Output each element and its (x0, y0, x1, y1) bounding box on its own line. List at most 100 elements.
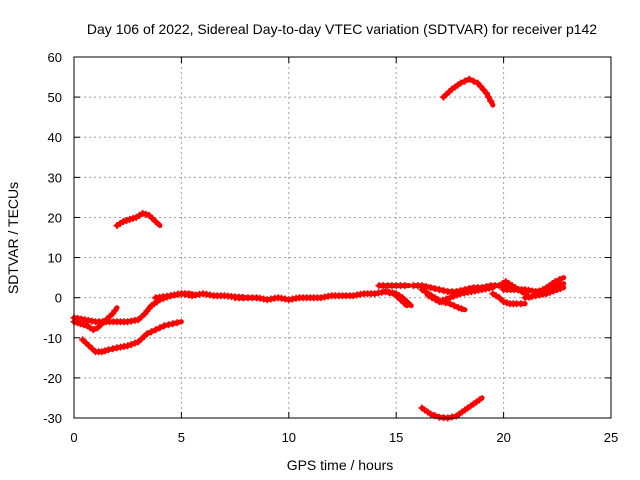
data-point-marker (173, 319, 181, 327)
y-tick-label: -10 (43, 331, 62, 346)
y-tick-label: 60 (48, 50, 62, 65)
data-point-marker (485, 284, 493, 292)
data-point-marker (400, 299, 408, 307)
y-tick-label: -30 (43, 411, 62, 426)
data-point-marker (550, 287, 558, 295)
series-arc-18 (440, 75, 496, 108)
data-point-marker (427, 284, 435, 292)
series-arc-3 (79, 319, 184, 356)
data-point-marker (448, 413, 456, 421)
series-layer (70, 75, 567, 422)
x-axis-label: GPS time / hours (287, 457, 394, 473)
data-point-marker (143, 330, 151, 338)
data-point-marker (495, 294, 503, 302)
data-point-marker (440, 287, 447, 295)
data-point-marker (382, 288, 389, 296)
data-point-marker (482, 89, 490, 97)
data-point-marker (435, 298, 443, 306)
x-tick-label: 0 (70, 430, 77, 445)
grid-layer (74, 57, 611, 418)
data-point-marker (126, 215, 134, 223)
y-tick-label: 50 (48, 90, 62, 105)
data-point-marker (152, 326, 160, 334)
data-point-marker (427, 410, 435, 418)
series-arc-17 (532, 275, 567, 298)
data-point-marker (446, 300, 454, 308)
series-arc-16 (521, 285, 567, 302)
data-point-marker (131, 339, 139, 347)
data-point-marker (432, 296, 440, 304)
data-point-marker (457, 79, 465, 87)
data-point-marker (169, 320, 177, 328)
data-point-marker (127, 341, 135, 348)
plot-frame (73, 56, 612, 419)
data-point-marker (487, 97, 495, 105)
x-tick-label: 25 (604, 430, 618, 445)
data-point-marker (139, 209, 147, 217)
data-point-marker (439, 296, 447, 304)
data-point-marker (455, 304, 462, 312)
data-point-marker (485, 93, 493, 101)
y-tick-label: 40 (48, 130, 62, 145)
y-axis-label: SDTVAR / TECUs (5, 182, 21, 294)
data-point-marker (442, 295, 450, 303)
y-tick-label: 10 (48, 251, 62, 266)
data-point-marker (431, 285, 439, 293)
data-point-marker (109, 345, 117, 353)
data-point-marker (535, 288, 543, 296)
data-point-marker (453, 291, 461, 299)
data-point-marker (104, 346, 112, 354)
data-point-marker (543, 290, 551, 298)
data-point-marker (422, 283, 430, 291)
y-tick-label: 0 (55, 291, 62, 306)
chart-title: Day 106 of 2022, Sidereal Day-to-day VTE… (87, 21, 597, 37)
x-tick-label: 15 (389, 430, 403, 445)
data-point-marker (119, 218, 127, 225)
data-point-marker (557, 285, 564, 293)
data-point-marker (401, 282, 409, 290)
series-arc-4 (113, 209, 163, 229)
data-point-marker (148, 214, 156, 222)
y-tick-label: 30 (48, 170, 62, 185)
data-point-marker (165, 321, 172, 329)
data-point-marker (156, 324, 164, 332)
data-point-marker (539, 286, 547, 294)
series-arc-9 (382, 288, 410, 309)
data-point-marker (152, 218, 160, 225)
data-point-marker (475, 396, 483, 404)
data-point-marker (142, 210, 150, 218)
series-arc-5 (152, 290, 249, 302)
x-tick-label: 10 (282, 430, 296, 445)
data-point-marker (386, 289, 394, 297)
data-point-marker (553, 286, 561, 294)
data-point-marker (546, 288, 554, 296)
data-point-marker (123, 217, 131, 224)
data-point-marker (517, 300, 525, 308)
data-point-marker (94, 324, 102, 332)
data-point-marker (465, 75, 473, 83)
data-point-marker (160, 322, 168, 330)
data-point-marker (450, 292, 457, 300)
tick-layer: 0 5 10 15 20 25 -30 -20 -10 0 10 20 30 40 50 60 (43, 50, 618, 445)
x-tick-label: 5 (178, 430, 185, 445)
data-point-marker (124, 342, 132, 350)
data-point-marker (503, 299, 511, 307)
series-arc-6 (231, 292, 345, 304)
data-point-marker (470, 77, 477, 85)
y-tick-label: -20 (43, 371, 62, 386)
data-point-marker (435, 286, 443, 294)
data-point-marker (450, 302, 458, 310)
data-point-marker (111, 307, 119, 315)
data-point-marker (555, 276, 563, 284)
series-arc-12 (424, 284, 496, 306)
data-point-marker (461, 77, 469, 85)
data-point-marker (98, 348, 106, 356)
data-point-marker (424, 292, 432, 300)
data-point-marker (458, 305, 466, 313)
data-point-marker (500, 298, 508, 306)
data-point-marker (532, 290, 540, 298)
data-point-marker (80, 321, 88, 329)
data-point-marker (89, 326, 97, 334)
x-tick-label: 20 (496, 430, 510, 445)
